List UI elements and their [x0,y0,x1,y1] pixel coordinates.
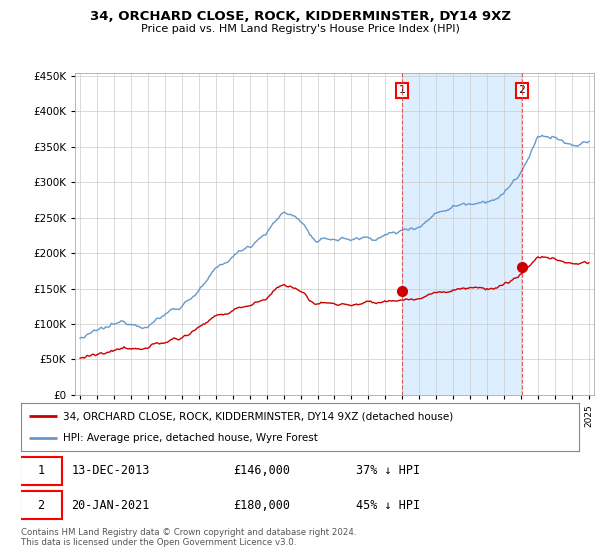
Text: 45% ↓ HPI: 45% ↓ HPI [356,498,420,512]
Text: 20-JAN-2021: 20-JAN-2021 [71,498,149,512]
FancyBboxPatch shape [20,492,62,519]
Text: £146,000: £146,000 [233,464,290,478]
Text: Price paid vs. HM Land Registry's House Price Index (HPI): Price paid vs. HM Land Registry's House … [140,24,460,34]
Text: 34, ORCHARD CLOSE, ROCK, KIDDERMINSTER, DY14 9XZ: 34, ORCHARD CLOSE, ROCK, KIDDERMINSTER, … [89,10,511,23]
Bar [401,73,522,395]
Text: 1: 1 [37,464,44,478]
Text: £180,000: £180,000 [233,498,290,512]
Text: 2: 2 [518,85,525,95]
Text: 1: 1 [398,85,405,95]
Text: 13-DEC-2013: 13-DEC-2013 [71,464,149,478]
Text: 34, ORCHARD CLOSE, ROCK, KIDDERMINSTER, DY14 9XZ (detached house): 34, ORCHARD CLOSE, ROCK, KIDDERMINSTER, … [63,411,453,421]
Text: Contains HM Land Registry data © Crown copyright and database right 2024.
This d: Contains HM Land Registry data © Crown c… [21,528,356,547]
Text: HPI: Average price, detached house, Wyre Forest: HPI: Average price, detached house, Wyre… [63,433,318,443]
Text: 37% ↓ HPI: 37% ↓ HPI [356,464,420,478]
Text: 2: 2 [37,498,44,512]
FancyBboxPatch shape [20,458,62,484]
